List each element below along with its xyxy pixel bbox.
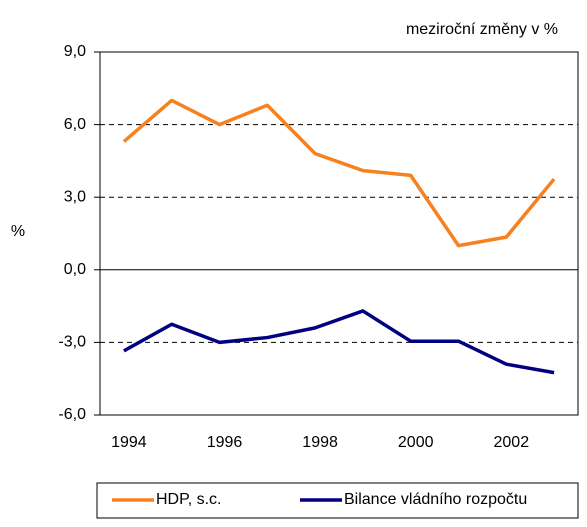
y-axis-label: % bbox=[11, 223, 25, 240]
chart-subtitle: meziroční změny v % bbox=[406, 21, 558, 38]
plot-frame bbox=[99, 51, 579, 416]
series-line bbox=[122, 98, 556, 248]
series-line bbox=[123, 309, 555, 375]
x-tick-label: 1994 bbox=[111, 434, 147, 451]
legend-label: HDP, s.c. bbox=[156, 491, 222, 508]
legend-box bbox=[96, 482, 579, 519]
x-tick-label: 2002 bbox=[494, 434, 530, 451]
y-tick-label: 6,0 bbox=[64, 116, 86, 133]
y-tick-label: -3,0 bbox=[58, 334, 86, 351]
y-tick-label: 9,0 bbox=[64, 43, 86, 60]
y-tick-label: -6,0 bbox=[58, 406, 86, 423]
y-tick-label: 3,0 bbox=[64, 188, 86, 205]
x-tick-label: 1998 bbox=[302, 434, 338, 451]
legend-label: Bilance vládního rozpočtu bbox=[344, 491, 527, 508]
x-tick-label: 2000 bbox=[398, 434, 434, 451]
y-tick-label: 0,0 bbox=[64, 261, 86, 278]
x-tick-label: 1996 bbox=[207, 434, 243, 451]
